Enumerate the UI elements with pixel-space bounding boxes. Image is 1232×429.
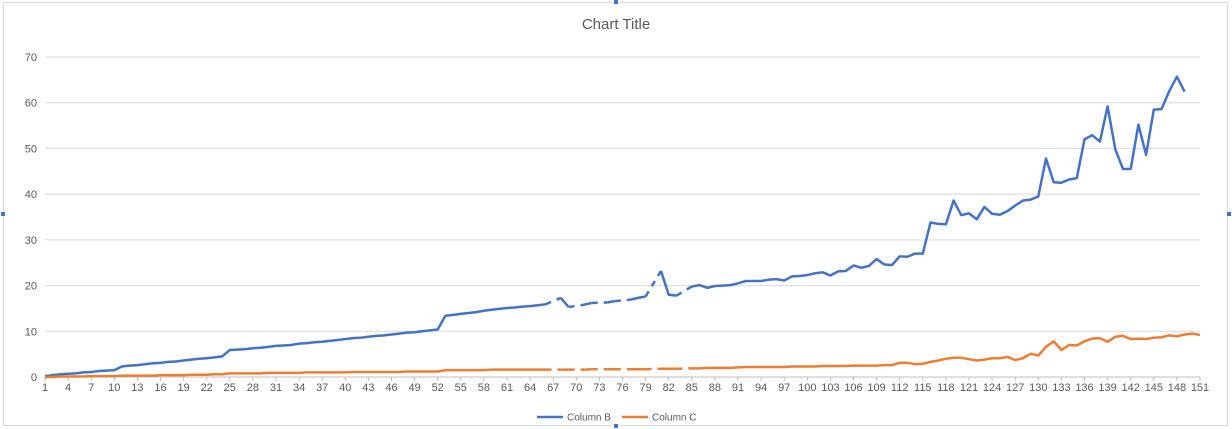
x-tick-label: 82 xyxy=(663,382,675,394)
resize-handle-right[interactable] xyxy=(1227,212,1231,216)
y-tick-label: 0 xyxy=(31,372,37,384)
legend: Column B Column C xyxy=(537,413,696,424)
x-tick-label: 109 xyxy=(867,382,885,394)
x-tick-label: 40 xyxy=(339,382,351,394)
resize-handle-bottom[interactable] xyxy=(614,424,618,428)
series-line xyxy=(559,297,570,308)
y-axis-ticks: 0 10 20 30 40 50 60 70 xyxy=(25,52,37,384)
x-tick-label: 67 xyxy=(547,382,559,394)
gridlines xyxy=(45,56,1200,378)
x-tick-label: 49 xyxy=(408,382,420,394)
x-tick-label: 28 xyxy=(247,382,259,394)
x-tick-label: 37 xyxy=(316,382,328,394)
x-tick-label: 115 xyxy=(914,382,932,394)
x-tick-label: 130 xyxy=(1029,382,1047,394)
x-tick-label: 61 xyxy=(501,382,513,394)
y-tick-label: 50 xyxy=(25,143,37,155)
x-tick-label: 16 xyxy=(154,382,166,394)
x-tick-label: 103 xyxy=(821,382,839,394)
x-tick-label: 85 xyxy=(686,382,698,394)
x-tick-label: 88 xyxy=(709,382,721,394)
x-tick-label: 64 xyxy=(524,382,536,394)
x-axis-ticks: 1 4 7 10 13 16 19 22 25 28 31 34 37 40 43 46 49 52 55 58 61 6… xyxy=(42,377,1209,394)
x-tick-label: 124 xyxy=(983,382,1001,394)
y-tick-label: 20 xyxy=(25,281,37,293)
x-tick-label: 106 xyxy=(844,382,862,394)
y-tick-label: 40 xyxy=(25,189,37,201)
x-tick-label: 133 xyxy=(1052,382,1070,394)
x-tick-label: 22 xyxy=(201,382,213,394)
x-tick-label: 136 xyxy=(1075,382,1093,394)
x-tick-label: 145 xyxy=(1145,382,1163,394)
legend-label: Column C xyxy=(652,413,696,424)
series-line xyxy=(44,303,546,378)
x-tick-label: 118 xyxy=(937,382,955,394)
chart-area xyxy=(3,2,1228,426)
series-gap-connector xyxy=(545,296,562,306)
x-tick-label: 43 xyxy=(362,382,374,394)
x-tick-label: 142 xyxy=(1122,382,1140,394)
x-tick-label: 151 xyxy=(1191,382,1209,394)
x-tick-label: 46 xyxy=(385,382,397,394)
series-gap-connector xyxy=(675,285,693,297)
series-line xyxy=(45,368,546,379)
resize-handle-top[interactable] xyxy=(614,0,618,4)
y-tick-label: 10 xyxy=(25,326,37,338)
x-tick-label: 121 xyxy=(960,382,978,394)
series-line xyxy=(691,332,1201,370)
series-line xyxy=(659,270,677,297)
series-line xyxy=(691,75,1186,290)
resize-handle-left[interactable] xyxy=(1,212,5,216)
series-line xyxy=(629,295,646,301)
x-tick-label: 127 xyxy=(1006,382,1024,394)
x-tick-label: 1 xyxy=(42,382,48,394)
x-tick-label: 58 xyxy=(478,382,490,394)
x-tick-label: 139 xyxy=(1098,382,1116,394)
x-tick-label: 7 xyxy=(88,382,94,394)
x-tick-label: 148 xyxy=(1168,382,1186,394)
x-tick-label: 94 xyxy=(755,382,767,394)
x-tick-label: 55 xyxy=(455,382,467,394)
x-tick-label: 10 xyxy=(108,382,120,394)
legend-label: Column B xyxy=(567,413,611,424)
x-tick-label: 100 xyxy=(798,382,816,394)
chart-title: Chart Title xyxy=(581,16,651,33)
x-tick-label: 76 xyxy=(616,382,628,394)
x-tick-label: 52 xyxy=(432,382,444,394)
y-tick-label: 30 xyxy=(25,235,37,247)
x-tick-label: 31 xyxy=(270,382,282,394)
x-tick-label: 70 xyxy=(570,382,582,394)
series-line xyxy=(606,299,616,304)
y-tick-label: 70 xyxy=(25,52,37,64)
series-line xyxy=(583,301,592,306)
x-tick-label: 13 xyxy=(131,382,143,394)
x-tick-label: 112 xyxy=(891,382,909,394)
series-gap-connector xyxy=(644,270,663,298)
y-tick-label: 60 xyxy=(25,98,37,110)
x-tick-label: 25 xyxy=(224,382,236,394)
series-lines xyxy=(44,75,1201,379)
x-tick-label: 73 xyxy=(593,382,605,394)
x-tick-label: 34 xyxy=(293,382,305,394)
x-tick-label: 97 xyxy=(778,382,790,394)
x-tick-label: 4 xyxy=(65,382,71,394)
series-gap-connector xyxy=(614,298,631,303)
x-tick-label: 79 xyxy=(639,382,651,394)
x-tick-label: 91 xyxy=(732,382,744,394)
x-tick-label: 19 xyxy=(177,382,189,394)
series-gap-connector xyxy=(568,303,585,309)
